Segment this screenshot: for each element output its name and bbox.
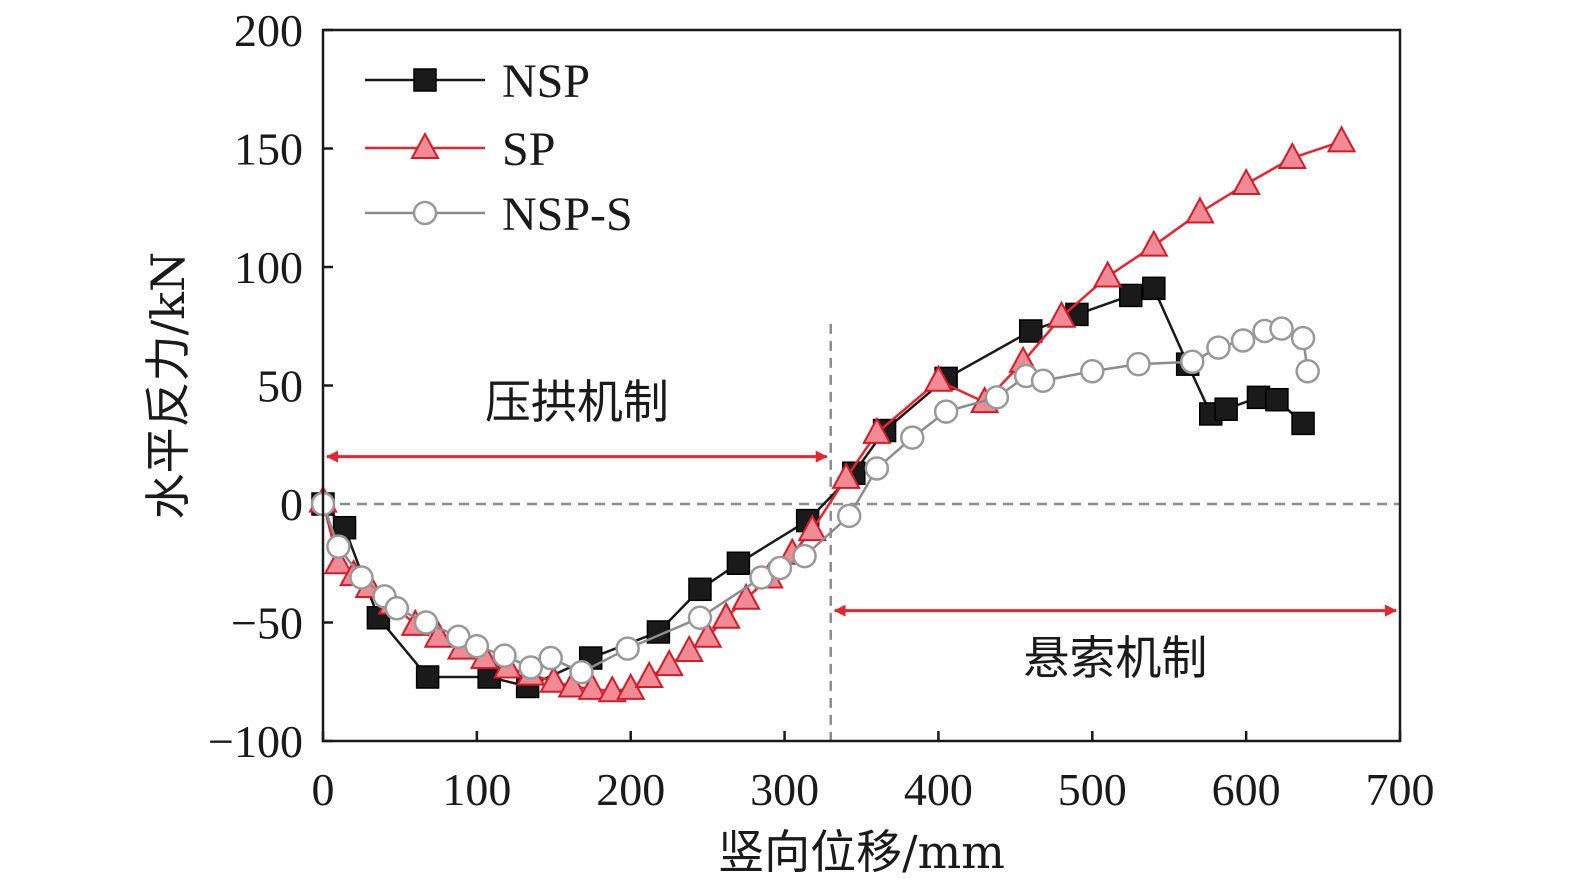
ticks-layer: 0 100 200 300 400 500 600 700 −100 −50 0 50 100 150 20… xyxy=(208,5,1434,815)
data-point xyxy=(1142,276,1166,301)
data-point xyxy=(384,596,410,621)
data-point xyxy=(1277,141,1307,169)
data-point xyxy=(539,665,569,693)
x-tick-label: 600 xyxy=(1212,764,1281,815)
data-point xyxy=(1206,335,1231,360)
series-nsp-s xyxy=(310,316,1320,685)
legend-item-sp: SP xyxy=(365,123,555,176)
data-point xyxy=(538,645,563,671)
data-point xyxy=(1230,328,1256,353)
x-tick-label: 500 xyxy=(1058,764,1127,815)
series-line xyxy=(321,327,1309,674)
legend: NSP SP NSP-S xyxy=(365,55,633,241)
series-line xyxy=(321,140,1342,693)
data-point xyxy=(900,425,925,450)
data-point xyxy=(687,605,713,631)
data-point xyxy=(1126,351,1151,377)
series-line xyxy=(322,286,1304,688)
plot-frame xyxy=(321,28,1402,743)
data-point xyxy=(1119,283,1143,308)
data-point xyxy=(923,364,954,392)
data-point xyxy=(1180,349,1205,375)
data-point xyxy=(464,633,490,659)
data-point xyxy=(1080,359,1105,384)
legend-label: SP xyxy=(502,123,555,176)
y-tick-label: 150 xyxy=(234,124,303,175)
x-tick-label: 300 xyxy=(750,764,819,815)
data-point xyxy=(731,582,761,610)
data-point xyxy=(1185,196,1215,224)
y-tick-label: 200 xyxy=(234,5,303,56)
data-point xyxy=(615,636,640,661)
mechanism-label: 压拱机制 xyxy=(485,375,669,429)
data-point xyxy=(323,547,354,575)
data-point xyxy=(1030,368,1056,394)
data-point xyxy=(862,416,892,444)
legend-label: NSP-S xyxy=(502,188,633,241)
y-axis-title: 水平反力/kN xyxy=(141,252,195,520)
legend-item-nsp-s: NSP-S xyxy=(365,188,633,241)
data-point xyxy=(1046,300,1077,328)
data-point xyxy=(933,399,959,424)
x-tick-label: 400 xyxy=(904,764,973,815)
data-point xyxy=(711,601,741,629)
x-tick-label: 700 xyxy=(1366,764,1435,815)
data-point xyxy=(1265,387,1289,412)
data-point xyxy=(423,620,454,648)
data-point xyxy=(518,655,543,680)
data-point xyxy=(1326,125,1357,153)
data-point xyxy=(415,665,440,689)
data-point xyxy=(767,555,793,581)
y-tick-label: 0 xyxy=(280,479,303,530)
data-point xyxy=(1214,397,1238,421)
legend-item-nsp: NSP xyxy=(365,55,590,108)
data-point xyxy=(326,534,351,559)
data-point xyxy=(797,513,827,542)
series-nsp xyxy=(311,276,1315,699)
data-point xyxy=(413,610,439,635)
legend-swatch-marker xyxy=(410,131,440,159)
data-point xyxy=(836,503,862,529)
x-axis-title: 竖向位移/mm xyxy=(718,825,1005,879)
data-point xyxy=(688,577,712,602)
data-point xyxy=(1231,167,1261,196)
data-point xyxy=(1291,411,1315,436)
data-point xyxy=(792,543,817,569)
legend-swatch-marker xyxy=(412,200,438,226)
data-point xyxy=(674,634,704,662)
y-tick-label: −100 xyxy=(208,716,303,767)
data-point xyxy=(1018,319,1043,343)
y-tick-label: −50 xyxy=(231,598,303,649)
y-tick-label: 50 xyxy=(257,361,303,412)
series-layer xyxy=(308,125,1357,703)
y-tick-label: 100 xyxy=(234,242,303,293)
data-point xyxy=(569,660,594,685)
legend-swatch-marker xyxy=(413,68,437,92)
data-point xyxy=(349,565,374,590)
legend-label: NSP xyxy=(502,55,590,108)
data-point xyxy=(1269,316,1294,341)
data-point xyxy=(1295,359,1320,384)
x-tick-label: 0 xyxy=(312,764,335,815)
data-point xyxy=(1139,229,1169,257)
x-tick-label: 200 xyxy=(596,764,665,815)
data-point xyxy=(864,456,890,481)
data-point xyxy=(577,672,607,700)
data-point xyxy=(1290,325,1316,351)
mechanism-label: 悬索机制 xyxy=(1023,631,1207,685)
data-point xyxy=(726,551,751,575)
data-point xyxy=(557,670,587,698)
data-point xyxy=(492,643,517,668)
data-point xyxy=(984,385,1010,410)
x-tick-label: 100 xyxy=(442,764,511,815)
data-point xyxy=(831,461,861,489)
data-point xyxy=(692,620,723,648)
data-point xyxy=(654,649,684,677)
data-point xyxy=(1092,260,1123,288)
